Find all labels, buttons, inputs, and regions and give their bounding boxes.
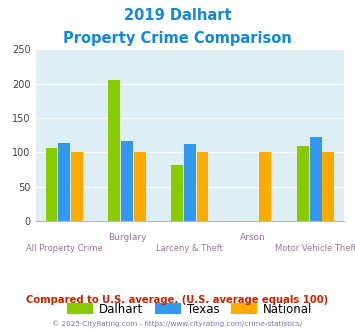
Bar xyxy=(184,144,196,221)
Text: Motor Vehicle Theft: Motor Vehicle Theft xyxy=(275,245,355,253)
Text: Arson: Arson xyxy=(240,233,266,243)
Bar xyxy=(45,148,58,221)
Bar xyxy=(197,152,208,221)
Bar xyxy=(260,152,272,221)
Text: Burglary: Burglary xyxy=(108,233,146,243)
Text: © 2025 CityRating.com - https://www.cityrating.com/crime-statistics/: © 2025 CityRating.com - https://www.city… xyxy=(53,321,302,327)
Text: Larceny & Theft: Larceny & Theft xyxy=(157,245,223,253)
Legend: Dalhart, Texas, National: Dalhart, Texas, National xyxy=(67,303,313,315)
Text: 2019 Dalhart: 2019 Dalhart xyxy=(124,8,231,23)
Bar xyxy=(108,81,120,221)
Bar xyxy=(133,152,146,221)
Bar xyxy=(58,143,70,221)
Bar xyxy=(121,142,133,221)
Text: Property Crime Comparison: Property Crime Comparison xyxy=(63,31,292,46)
Bar xyxy=(171,165,183,221)
Bar xyxy=(310,137,322,221)
Bar xyxy=(71,152,83,221)
Bar xyxy=(297,146,309,221)
Text: All Property Crime: All Property Crime xyxy=(26,245,103,253)
Text: Compared to U.S. average. (U.S. average equals 100): Compared to U.S. average. (U.S. average … xyxy=(26,295,329,305)
Bar xyxy=(322,152,334,221)
